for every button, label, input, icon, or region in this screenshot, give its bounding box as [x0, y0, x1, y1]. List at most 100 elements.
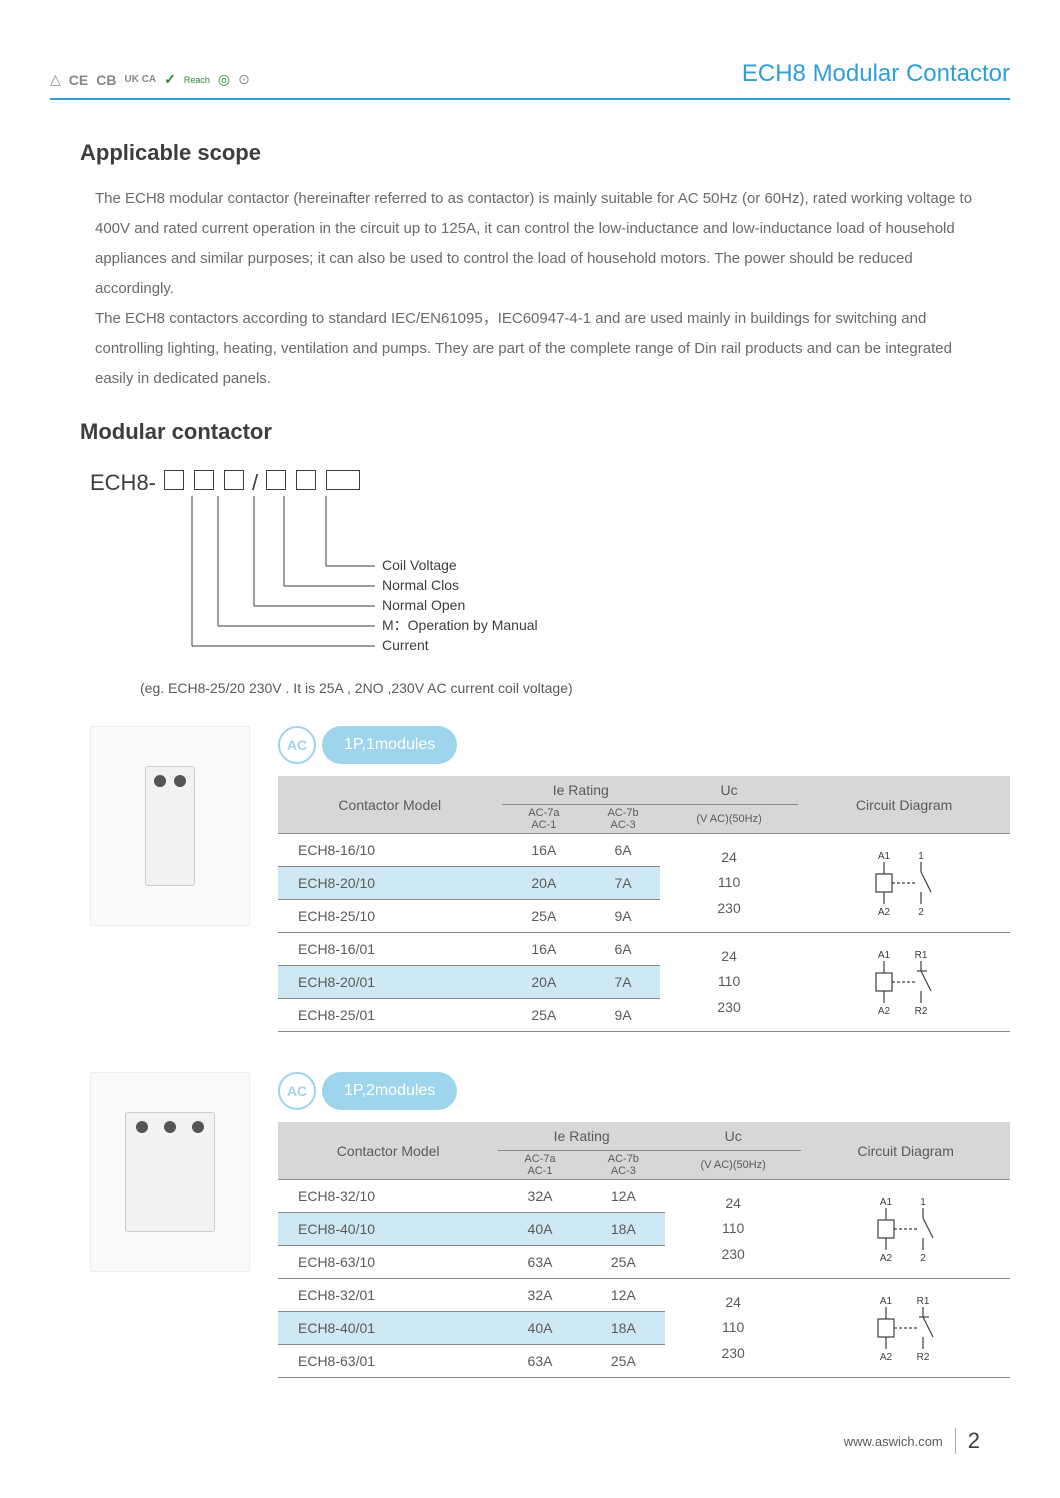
cell-model: ECH8-63/10	[278, 1246, 498, 1279]
page-footer: www.aswich.com 2	[50, 1428, 1010, 1454]
cell-rating-1: 25A	[502, 999, 587, 1032]
cert-icon: Reach	[184, 75, 210, 85]
spec-section-1: AC 1P,1modules Contactor Model Ie Rating…	[90, 726, 1010, 1032]
cert-icon: ◎	[218, 71, 230, 88]
cell-model: ECH8-20/01	[278, 966, 502, 999]
svg-text:A2: A2	[878, 1006, 891, 1017]
th-uc-sub: (V AC)(50Hz)	[665, 1151, 801, 1180]
scope-paragraph-2: The ECH8 contactors according to standar…	[95, 304, 990, 394]
cell-model: ECH8-63/01	[278, 1345, 498, 1378]
svg-text:A2: A2	[880, 1352, 893, 1363]
cell-rating-2: 7A	[586, 867, 660, 900]
cell-rating-2: 18A	[582, 1312, 665, 1345]
spec-table-2: Contactor Model Ie Rating Uc Circuit Dia…	[278, 1122, 1010, 1378]
cell-rating-2: 12A	[582, 1180, 665, 1213]
code-placeholder	[326, 470, 360, 490]
footer-url: www.aswich.com	[844, 1434, 943, 1449]
model-code-diagram: ECH8- / Coil Voltage	[90, 470, 1010, 666]
cell-model: ECH8-16/10	[278, 834, 502, 867]
product-image-1p2m	[90, 1072, 250, 1272]
cell-rating-1: 20A	[502, 966, 587, 999]
cell-rating-2: 9A	[586, 999, 660, 1032]
cell-rating-2: 6A	[586, 834, 660, 867]
code-placeholder	[224, 470, 244, 490]
section-tag-row: AC 1P,2modules	[278, 1072, 1010, 1110]
cell-circuit: A1 1 A2 2	[798, 834, 1010, 933]
th-model: Contactor Model	[278, 776, 502, 834]
svg-text:R1: R1	[915, 950, 928, 961]
tag-ac-circle: AC	[278, 726, 316, 764]
svg-text:A1: A1	[878, 851, 891, 862]
certification-icons: △ CE CB UK CA ✓ Reach ◎ ⊙	[50, 71, 250, 88]
cell-rating-1: 32A	[498, 1180, 581, 1213]
cell-model: ECH8-32/01	[278, 1279, 498, 1312]
th-ie: Ie Rating	[502, 776, 660, 805]
cell-circuit: A1 R1 A2 R2	[798, 933, 1010, 1032]
page-header: △ CE CB UK CA ✓ Reach ◎ ⊙ ECH8 Modular C…	[50, 60, 1010, 100]
cell-uc: 24110230	[660, 933, 798, 1032]
svg-text:1: 1	[920, 1197, 926, 1208]
svg-text:2: 2	[918, 907, 924, 918]
cert-icon: UK CA	[124, 75, 156, 85]
scope-heading: Applicable scope	[80, 140, 1010, 166]
th-uc: Uc	[660, 776, 798, 805]
cell-rating-2: 25A	[582, 1345, 665, 1378]
svg-text:1: 1	[918, 851, 924, 862]
spec-section-2: AC 1P,2modules Contactor Model Ie Rating…	[90, 1072, 1010, 1378]
cert-icon: CE	[69, 72, 88, 88]
cell-rating-1: 40A	[498, 1213, 581, 1246]
cell-model: ECH8-25/01	[278, 999, 502, 1032]
th-ie: Ie Rating	[498, 1122, 665, 1151]
code-placeholder	[194, 470, 214, 490]
code-placeholder	[266, 470, 286, 490]
cell-circuit: A1 1 A2 2	[801, 1180, 1010, 1279]
diagram-label-coil: Coil Voltage	[382, 557, 457, 573]
cell-uc: 24110230	[665, 1180, 801, 1279]
th-model: Contactor Model	[278, 1122, 498, 1180]
section-tag-row: AC 1P,1modules	[278, 726, 1010, 764]
th-ie-sub1: AC-7a AC-1	[498, 1151, 581, 1180]
svg-text:A1: A1	[878, 950, 891, 961]
code-prefix: ECH8-	[90, 470, 156, 496]
code-separator: /	[252, 470, 258, 496]
spec-table-1: Contactor Model Ie Rating Uc Circuit Dia…	[278, 776, 1010, 1032]
cell-rating-1: 20A	[502, 867, 587, 900]
svg-text:A1: A1	[880, 1296, 893, 1307]
th-uc: Uc	[665, 1122, 801, 1151]
cell-rating-1: 25A	[502, 900, 587, 933]
cert-icon: ✓	[164, 71, 176, 88]
svg-text:R2: R2	[915, 1006, 928, 1017]
cell-rating-2: 25A	[582, 1246, 665, 1279]
code-placeholder	[164, 470, 184, 490]
th-ie-sub1: AC-7a AC-1	[502, 805, 587, 834]
th-ie-sub2: AC-7b AC-3	[582, 1151, 665, 1180]
diagram-label-manual: M：Operation by Manual	[382, 617, 538, 633]
cell-model: ECH8-40/01	[278, 1312, 498, 1345]
code-example: (eg. ECH8-25/20 230V . It is 25A , 2NO ,…	[140, 680, 1010, 696]
svg-text:A2: A2	[878, 907, 891, 918]
cell-rating-1: 40A	[498, 1312, 581, 1345]
tag-ac-circle: AC	[278, 1072, 316, 1110]
svg-text:A1: A1	[880, 1197, 893, 1208]
cell-rating-1: 63A	[498, 1246, 581, 1279]
footer-page-number: 2	[955, 1428, 980, 1454]
cell-rating-1: 32A	[498, 1279, 581, 1312]
cell-rating-2: 6A	[586, 933, 660, 966]
cell-model: ECH8-32/10	[278, 1180, 498, 1213]
th-uc-sub: (V AC)(50Hz)	[660, 805, 798, 834]
svg-text:R2: R2	[916, 1352, 929, 1363]
cert-icon: ⊙	[238, 71, 250, 88]
cell-rating-2: 12A	[582, 1279, 665, 1312]
th-circuit: Circuit Diagram	[801, 1122, 1010, 1180]
scope-paragraph-1: The ECH8 modular contactor (hereinafter …	[95, 184, 990, 304]
svg-text:R1: R1	[916, 1296, 929, 1307]
cert-icon: △	[50, 71, 61, 88]
cell-rating-1: 16A	[502, 933, 587, 966]
tag-module-pill: 1P,1modules	[322, 726, 457, 764]
cell-rating-1: 63A	[498, 1345, 581, 1378]
cert-icon: CB	[96, 72, 116, 88]
diagram-label-no: Normal Open	[382, 597, 465, 613]
cell-model: ECH8-16/01	[278, 933, 502, 966]
diagram-label-current: Current	[382, 637, 429, 653]
modular-heading: Modular contactor	[80, 419, 1010, 445]
